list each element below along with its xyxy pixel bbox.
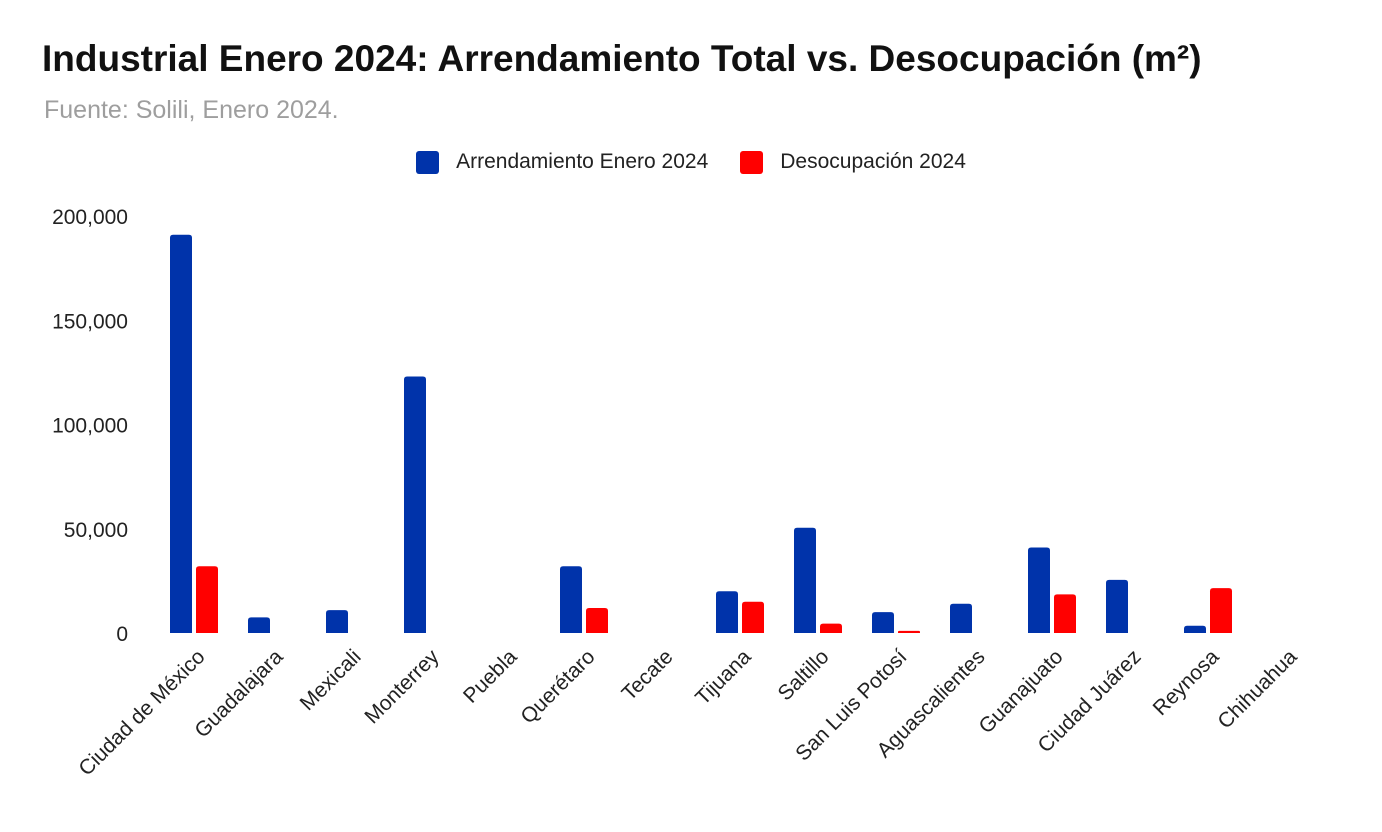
- bar-desocupacion[interactable]: [586, 607, 608, 633]
- x-tick-label: Tijuana: [691, 645, 756, 710]
- bar-desocupacion[interactable]: [898, 630, 920, 633]
- legend-item-arrendamiento[interactable]: Arrendamiento Enero 2024: [416, 150, 708, 174]
- bar-desocupacion[interactable]: [1210, 588, 1232, 633]
- chart-subtitle: Fuente: Solili, Enero 2024.: [44, 96, 339, 124]
- bar-arrendamiento[interactable]: [560, 566, 582, 633]
- legend-item-desocupacion[interactable]: Desocupación 2024: [740, 150, 966, 174]
- bar-arrendamiento[interactable]: [404, 376, 426, 633]
- x-tick-label: Puebla: [459, 645, 522, 708]
- y-tick-label: 100,000: [52, 415, 128, 438]
- legend-swatch-arrendamiento: [416, 150, 440, 174]
- y-tick-label: 150,000: [52, 310, 128, 333]
- bar-arrendamiento[interactable]: [872, 612, 894, 633]
- y-tick-label: 0: [116, 623, 128, 646]
- bar-arrendamiento[interactable]: [170, 234, 192, 633]
- bar-arrendamiento[interactable]: [1184, 625, 1206, 633]
- bar-desocupacion[interactable]: [1054, 594, 1076, 633]
- bars: [170, 234, 1232, 633]
- bar-arrendamiento[interactable]: [1028, 547, 1050, 633]
- y-tick-label: 50,000: [64, 519, 128, 542]
- legend-label-desocupacion: Desocupación 2024: [780, 150, 966, 173]
- x-tick-label: Tecate: [618, 645, 678, 705]
- x-tick-label: Monterrey: [360, 645, 443, 728]
- x-tick-label: Saltillo: [774, 645, 834, 705]
- bar-arrendamiento[interactable]: [248, 617, 270, 633]
- bar-desocupacion[interactable]: [742, 601, 764, 633]
- y-axis-labels: 0 50,000 100,000 150,000 200,000: [52, 206, 128, 646]
- bar-desocupacion[interactable]: [196, 566, 218, 633]
- bar-arrendamiento[interactable]: [950, 603, 972, 633]
- bar-arrendamiento[interactable]: [794, 527, 816, 633]
- chart-title: Industrial Enero 2024: Arrendamiento Tot…: [42, 38, 1202, 79]
- y-tick-label: 200,000: [52, 206, 128, 229]
- chart-legend: Arrendamiento Enero 2024 Desocupación 20…: [0, 150, 1382, 174]
- x-tick-label: Mexicali: [296, 645, 366, 715]
- bar-arrendamiento[interactable]: [326, 610, 348, 633]
- bar-arrendamiento[interactable]: [716, 591, 738, 633]
- x-tick-label: Querétaro: [516, 645, 599, 728]
- bar-desocupacion[interactable]: [820, 623, 842, 633]
- x-tick-label: Chihuahua: [1213, 645, 1301, 733]
- legend-label-arrendamiento: Arrendamiento Enero 2024: [456, 150, 709, 173]
- x-tick-label: Ciudad de México: [74, 645, 209, 780]
- x-tick-label: Reynosa: [1149, 645, 1224, 720]
- bar-arrendamiento[interactable]: [1106, 579, 1128, 633]
- legend-swatch-desocupacion: [740, 150, 764, 174]
